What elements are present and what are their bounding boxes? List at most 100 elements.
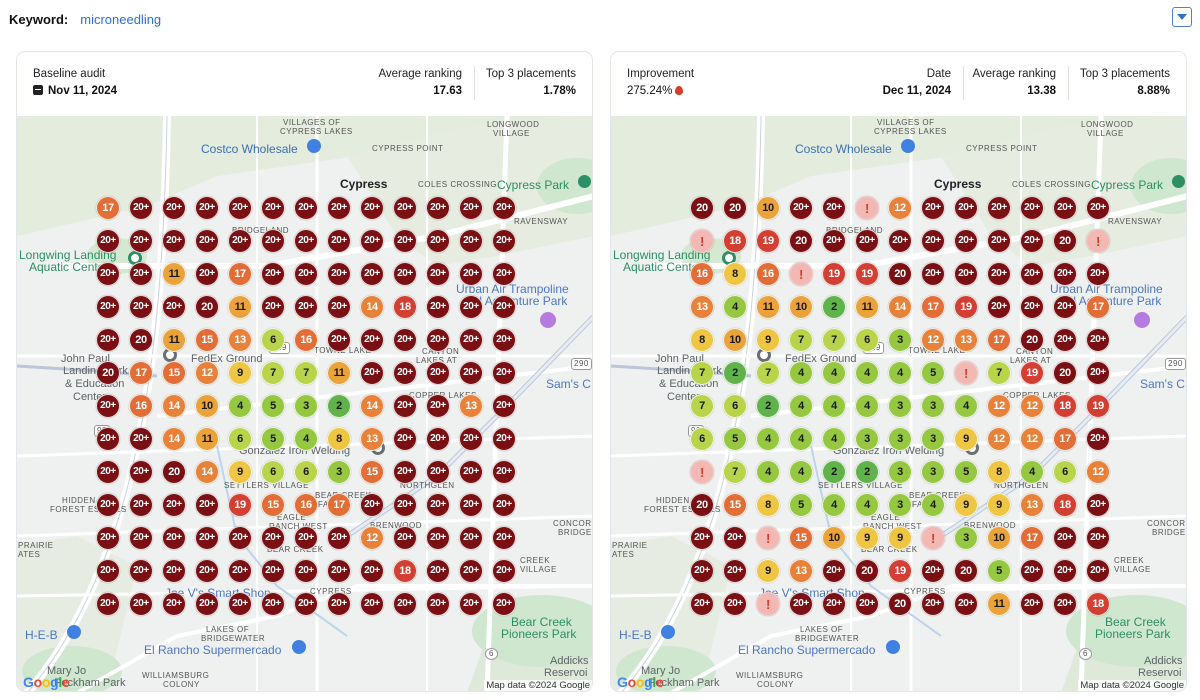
ranking-marker[interactable]: 20+ <box>723 592 747 616</box>
ranking-marker[interactable]: 19 <box>855 262 879 286</box>
ranking-marker[interactable]: 20+ <box>492 427 516 451</box>
ranking-marker[interactable]: 20+ <box>492 592 516 616</box>
ranking-marker[interactable]: 5 <box>261 394 285 418</box>
ranking-marker[interactable]: 4 <box>954 394 978 418</box>
ranking-marker[interactable]: 20+ <box>426 196 450 220</box>
ranking-marker[interactable]: 20+ <box>96 493 120 517</box>
ranking-marker[interactable]: 19 <box>954 295 978 319</box>
ranking-marker[interactable]: 7 <box>756 361 780 385</box>
ranking-marker[interactable]: 20+ <box>1086 361 1110 385</box>
ranking-marker[interactable]: 20+ <box>294 559 318 583</box>
ranking-marker[interactable]: 20+ <box>1020 592 1044 616</box>
ranking-marker[interactable]: 19 <box>888 559 912 583</box>
ranking-marker[interactable]: 20+ <box>426 493 450 517</box>
ranking-marker[interactable]: 20+ <box>393 460 417 484</box>
ranking-marker[interactable]: 20+ <box>987 295 1011 319</box>
current-map[interactable]: VILLAGES OF CYPRESS LAKES LONGWOOD VILLAGE C… <box>611 116 1186 691</box>
ranking-marker[interactable]: 20+ <box>1020 559 1044 583</box>
ranking-marker[interactable]: 20+ <box>96 394 120 418</box>
ranking-marker[interactable]: 20+ <box>1086 526 1110 550</box>
ranking-marker[interactable]: 17 <box>1086 295 1110 319</box>
ranking-marker[interactable]: 20+ <box>96 229 120 253</box>
ranking-marker[interactable]: 20 <box>162 460 186 484</box>
ranking-marker[interactable]: 13 <box>789 559 813 583</box>
ranking-marker[interactable]: 3 <box>327 460 351 484</box>
ranking-marker[interactable]: 20+ <box>294 229 318 253</box>
ranking-marker[interactable]: 12 <box>1020 394 1044 418</box>
ranking-marker[interactable]: 5 <box>954 460 978 484</box>
ranking-marker[interactable]: 20+ <box>426 229 450 253</box>
ranking-marker[interactable]: 20+ <box>492 361 516 385</box>
ranking-marker[interactable]: 20+ <box>162 229 186 253</box>
ranking-marker[interactable]: 4 <box>294 427 318 451</box>
ranking-marker[interactable]: 20+ <box>426 394 450 418</box>
ranking-marker[interactable]: 20+ <box>492 394 516 418</box>
ranking-marker[interactable]: 13 <box>360 427 384 451</box>
ranking-marker[interactable]: 16 <box>294 493 318 517</box>
ranking-marker[interactable]: 20+ <box>327 262 351 286</box>
ranking-marker[interactable]: 20+ <box>1020 196 1044 220</box>
ranking-marker[interactable]: 20+ <box>1053 559 1077 583</box>
ranking-marker[interactable]: 20+ <box>327 559 351 583</box>
ranking-marker[interactable]: ! <box>690 460 714 484</box>
ranking-marker[interactable]: 12 <box>987 394 1011 418</box>
ranking-marker[interactable]: 4 <box>822 493 846 517</box>
ranking-marker[interactable]: 2 <box>822 295 846 319</box>
ranking-marker[interactable]: 2 <box>723 361 747 385</box>
ranking-marker[interactable]: 20+ <box>360 229 384 253</box>
ranking-marker[interactable]: 20+ <box>921 229 945 253</box>
ranking-marker[interactable]: 4 <box>822 427 846 451</box>
ranking-marker[interactable]: 20+ <box>1086 427 1110 451</box>
baseline-map[interactable]: VILLAGES OF CYPRESS LAKES LONGWOOD VILLAGE C… <box>17 116 592 691</box>
ranking-marker[interactable]: 20+ <box>360 592 384 616</box>
ranking-marker[interactable]: 5 <box>921 361 945 385</box>
ranking-marker[interactable]: 2 <box>327 394 351 418</box>
ranking-marker[interactable]: 20 <box>789 229 813 253</box>
keyword-value[interactable]: microneedling <box>80 11 162 27</box>
ranking-marker[interactable]: 8 <box>723 262 747 286</box>
ranking-marker[interactable]: 17 <box>1053 427 1077 451</box>
ranking-marker[interactable]: 4 <box>855 493 879 517</box>
ranking-marker[interactable]: 20 <box>1020 328 1044 352</box>
ranking-marker[interactable]: 20+ <box>822 196 846 220</box>
ranking-marker[interactable]: 20+ <box>96 262 120 286</box>
ranking-marker[interactable]: 13 <box>1020 493 1044 517</box>
ranking-marker[interactable]: 20+ <box>261 592 285 616</box>
ranking-marker[interactable]: 7 <box>690 361 714 385</box>
ranking-marker[interactable]: 18 <box>723 229 747 253</box>
ranking-marker[interactable]: 20+ <box>96 427 120 451</box>
ranking-marker[interactable]: 20+ <box>426 427 450 451</box>
ranking-marker[interactable]: 20+ <box>459 295 483 319</box>
ranking-marker[interactable]: 20+ <box>1086 196 1110 220</box>
ranking-marker[interactable]: 20+ <box>261 559 285 583</box>
ranking-marker[interactable]: 9 <box>954 427 978 451</box>
ranking-marker[interactable]: 14 <box>162 427 186 451</box>
ranking-marker[interactable]: 7 <box>261 361 285 385</box>
ranking-marker[interactable]: 20 <box>690 493 714 517</box>
ranking-marker[interactable]: 20+ <box>195 262 219 286</box>
ranking-marker[interactable]: 20+ <box>1086 328 1110 352</box>
ranking-marker[interactable]: 9 <box>987 493 1011 517</box>
ranking-marker[interactable]: 14 <box>360 295 384 319</box>
ranking-marker[interactable]: 20+ <box>393 493 417 517</box>
ranking-marker[interactable]: 20+ <box>789 592 813 616</box>
ranking-marker[interactable]: 13 <box>228 328 252 352</box>
ranking-marker[interactable]: 20+ <box>426 526 450 550</box>
ranking-marker[interactable]: 20+ <box>261 196 285 220</box>
ranking-marker[interactable]: 20 <box>855 559 879 583</box>
ranking-marker[interactable]: 12 <box>888 196 912 220</box>
ranking-marker[interactable]: 20 <box>1053 229 1077 253</box>
ranking-marker[interactable]: 20+ <box>261 526 285 550</box>
ranking-marker[interactable]: 20+ <box>723 559 747 583</box>
ranking-marker[interactable]: 4 <box>1020 460 1044 484</box>
ranking-marker[interactable]: 20+ <box>360 559 384 583</box>
ranking-marker[interactable]: 20+ <box>492 328 516 352</box>
ranking-marker[interactable]: 2 <box>822 460 846 484</box>
ranking-marker[interactable]: 20+ <box>294 262 318 286</box>
ranking-marker[interactable]: ! <box>921 526 945 550</box>
ranking-marker[interactable]: 11 <box>756 295 780 319</box>
ranking-marker[interactable]: 15 <box>162 361 186 385</box>
ranking-marker[interactable]: 20+ <box>459 328 483 352</box>
ranking-marker[interactable]: 8 <box>690 328 714 352</box>
ranking-marker[interactable]: 20+ <box>459 493 483 517</box>
